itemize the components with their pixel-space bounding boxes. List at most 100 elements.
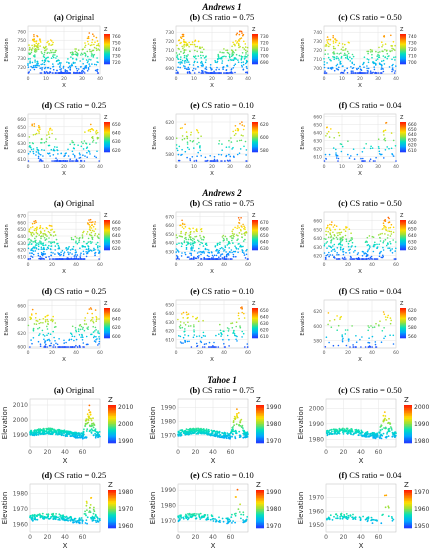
scatter-point	[203, 49, 205, 51]
scatter-point	[36, 248, 38, 250]
scatter-point	[333, 57, 335, 59]
x-tick-label: 0	[175, 164, 178, 170]
scatter-point	[83, 148, 85, 150]
scatter-point	[241, 312, 243, 314]
legend-tick-label: 650	[260, 308, 269, 314]
scatter-point	[36, 147, 38, 149]
scatter-point	[55, 245, 57, 247]
scatter-point	[219, 243, 221, 245]
y-tick-label: 630	[165, 249, 174, 255]
scatter-point	[72, 51, 74, 53]
x-axis-label: X	[358, 357, 362, 363]
scatter-point	[338, 244, 340, 246]
scatter-point	[200, 55, 202, 57]
x-tick-label: 20	[345, 350, 351, 356]
scatter-point	[348, 340, 350, 342]
scatter-point	[350, 155, 352, 157]
scatter-point	[48, 431, 50, 433]
scatter-point	[337, 64, 339, 66]
x-tick-label: 60	[97, 350, 103, 356]
legend-tick-label: 640	[112, 233, 121, 239]
x-tick-label: 20	[61, 76, 67, 82]
scatter-point	[44, 335, 46, 337]
scatter-point	[182, 431, 184, 433]
y-tick-label: 700	[313, 66, 322, 72]
scatter-point	[223, 52, 225, 54]
scatter-point	[59, 248, 61, 250]
scatter-point	[245, 50, 247, 52]
scatter-point	[347, 329, 349, 331]
scatter-point	[48, 131, 50, 133]
scatter-point	[194, 236, 196, 238]
legend-title: Z	[252, 301, 256, 307]
scatter-point	[202, 251, 204, 253]
scatter-point	[87, 249, 89, 251]
scatter-point	[376, 55, 378, 57]
scatter-point	[193, 430, 195, 432]
scatter-point	[85, 55, 87, 57]
scatter-point	[380, 430, 382, 432]
scatter-point	[381, 438, 383, 440]
y-tick-label: 630	[313, 138, 322, 144]
scatter-point	[381, 72, 383, 74]
scatter-point	[227, 72, 229, 74]
scatter-point	[39, 432, 41, 434]
scatter-point	[372, 72, 374, 74]
scatter-point	[233, 44, 235, 46]
scatter-point	[46, 249, 48, 251]
scatter-point	[218, 72, 220, 74]
scatter-point	[341, 232, 343, 234]
scatter-point	[184, 60, 186, 62]
scatter-point	[184, 334, 186, 336]
x-tick-label: 0	[175, 350, 178, 356]
scatter-point	[205, 68, 207, 70]
scatter-point	[331, 431, 333, 433]
scatter-point	[323, 238, 325, 240]
scatter-point	[34, 49, 36, 51]
scatter-point	[86, 422, 88, 424]
scatter-point	[99, 341, 101, 343]
scatter-point	[226, 155, 228, 157]
scatter-point	[190, 140, 192, 142]
scatter-point	[367, 70, 369, 72]
scatter-point	[223, 235, 225, 237]
scatter-point	[89, 229, 91, 231]
scatter-point	[93, 435, 95, 437]
scatter-point	[236, 413, 238, 415]
y-tick-label: 580	[313, 339, 322, 345]
scatter-point	[390, 227, 392, 229]
scatter-point	[64, 434, 66, 436]
scatter-point	[244, 227, 246, 229]
x-tick-label: 30	[227, 164, 233, 170]
scatter-point	[192, 242, 194, 244]
scatter-point	[339, 318, 341, 320]
scatter-point	[91, 55, 93, 57]
scatter-point	[386, 50, 388, 52]
scatter-point	[198, 55, 200, 57]
scatter-point	[55, 434, 57, 436]
scatter-point	[38, 125, 40, 127]
legend-tick-label: 670	[260, 220, 269, 226]
scatter-point	[324, 70, 326, 72]
scatter-point	[381, 66, 383, 68]
scatter-point	[200, 150, 202, 152]
scatter-point	[187, 60, 189, 62]
scatter-point	[79, 435, 81, 437]
scatter-point	[362, 255, 364, 257]
scatter-point	[233, 251, 235, 253]
scatter-point	[366, 68, 368, 70]
scatter-point	[91, 423, 93, 425]
scatter-point	[190, 249, 192, 251]
scatter-point	[383, 249, 385, 251]
scatter-point	[95, 434, 97, 436]
scatter-point	[186, 432, 188, 434]
scatter-point	[182, 34, 184, 36]
scatter-point	[52, 42, 54, 44]
scatter-point	[32, 143, 34, 145]
scatter-point	[394, 70, 396, 72]
scatter-point	[199, 235, 201, 237]
scatter-point	[95, 339, 97, 341]
scatter-point	[80, 160, 82, 162]
scatter-point	[43, 346, 45, 348]
scatter-point	[52, 44, 54, 46]
